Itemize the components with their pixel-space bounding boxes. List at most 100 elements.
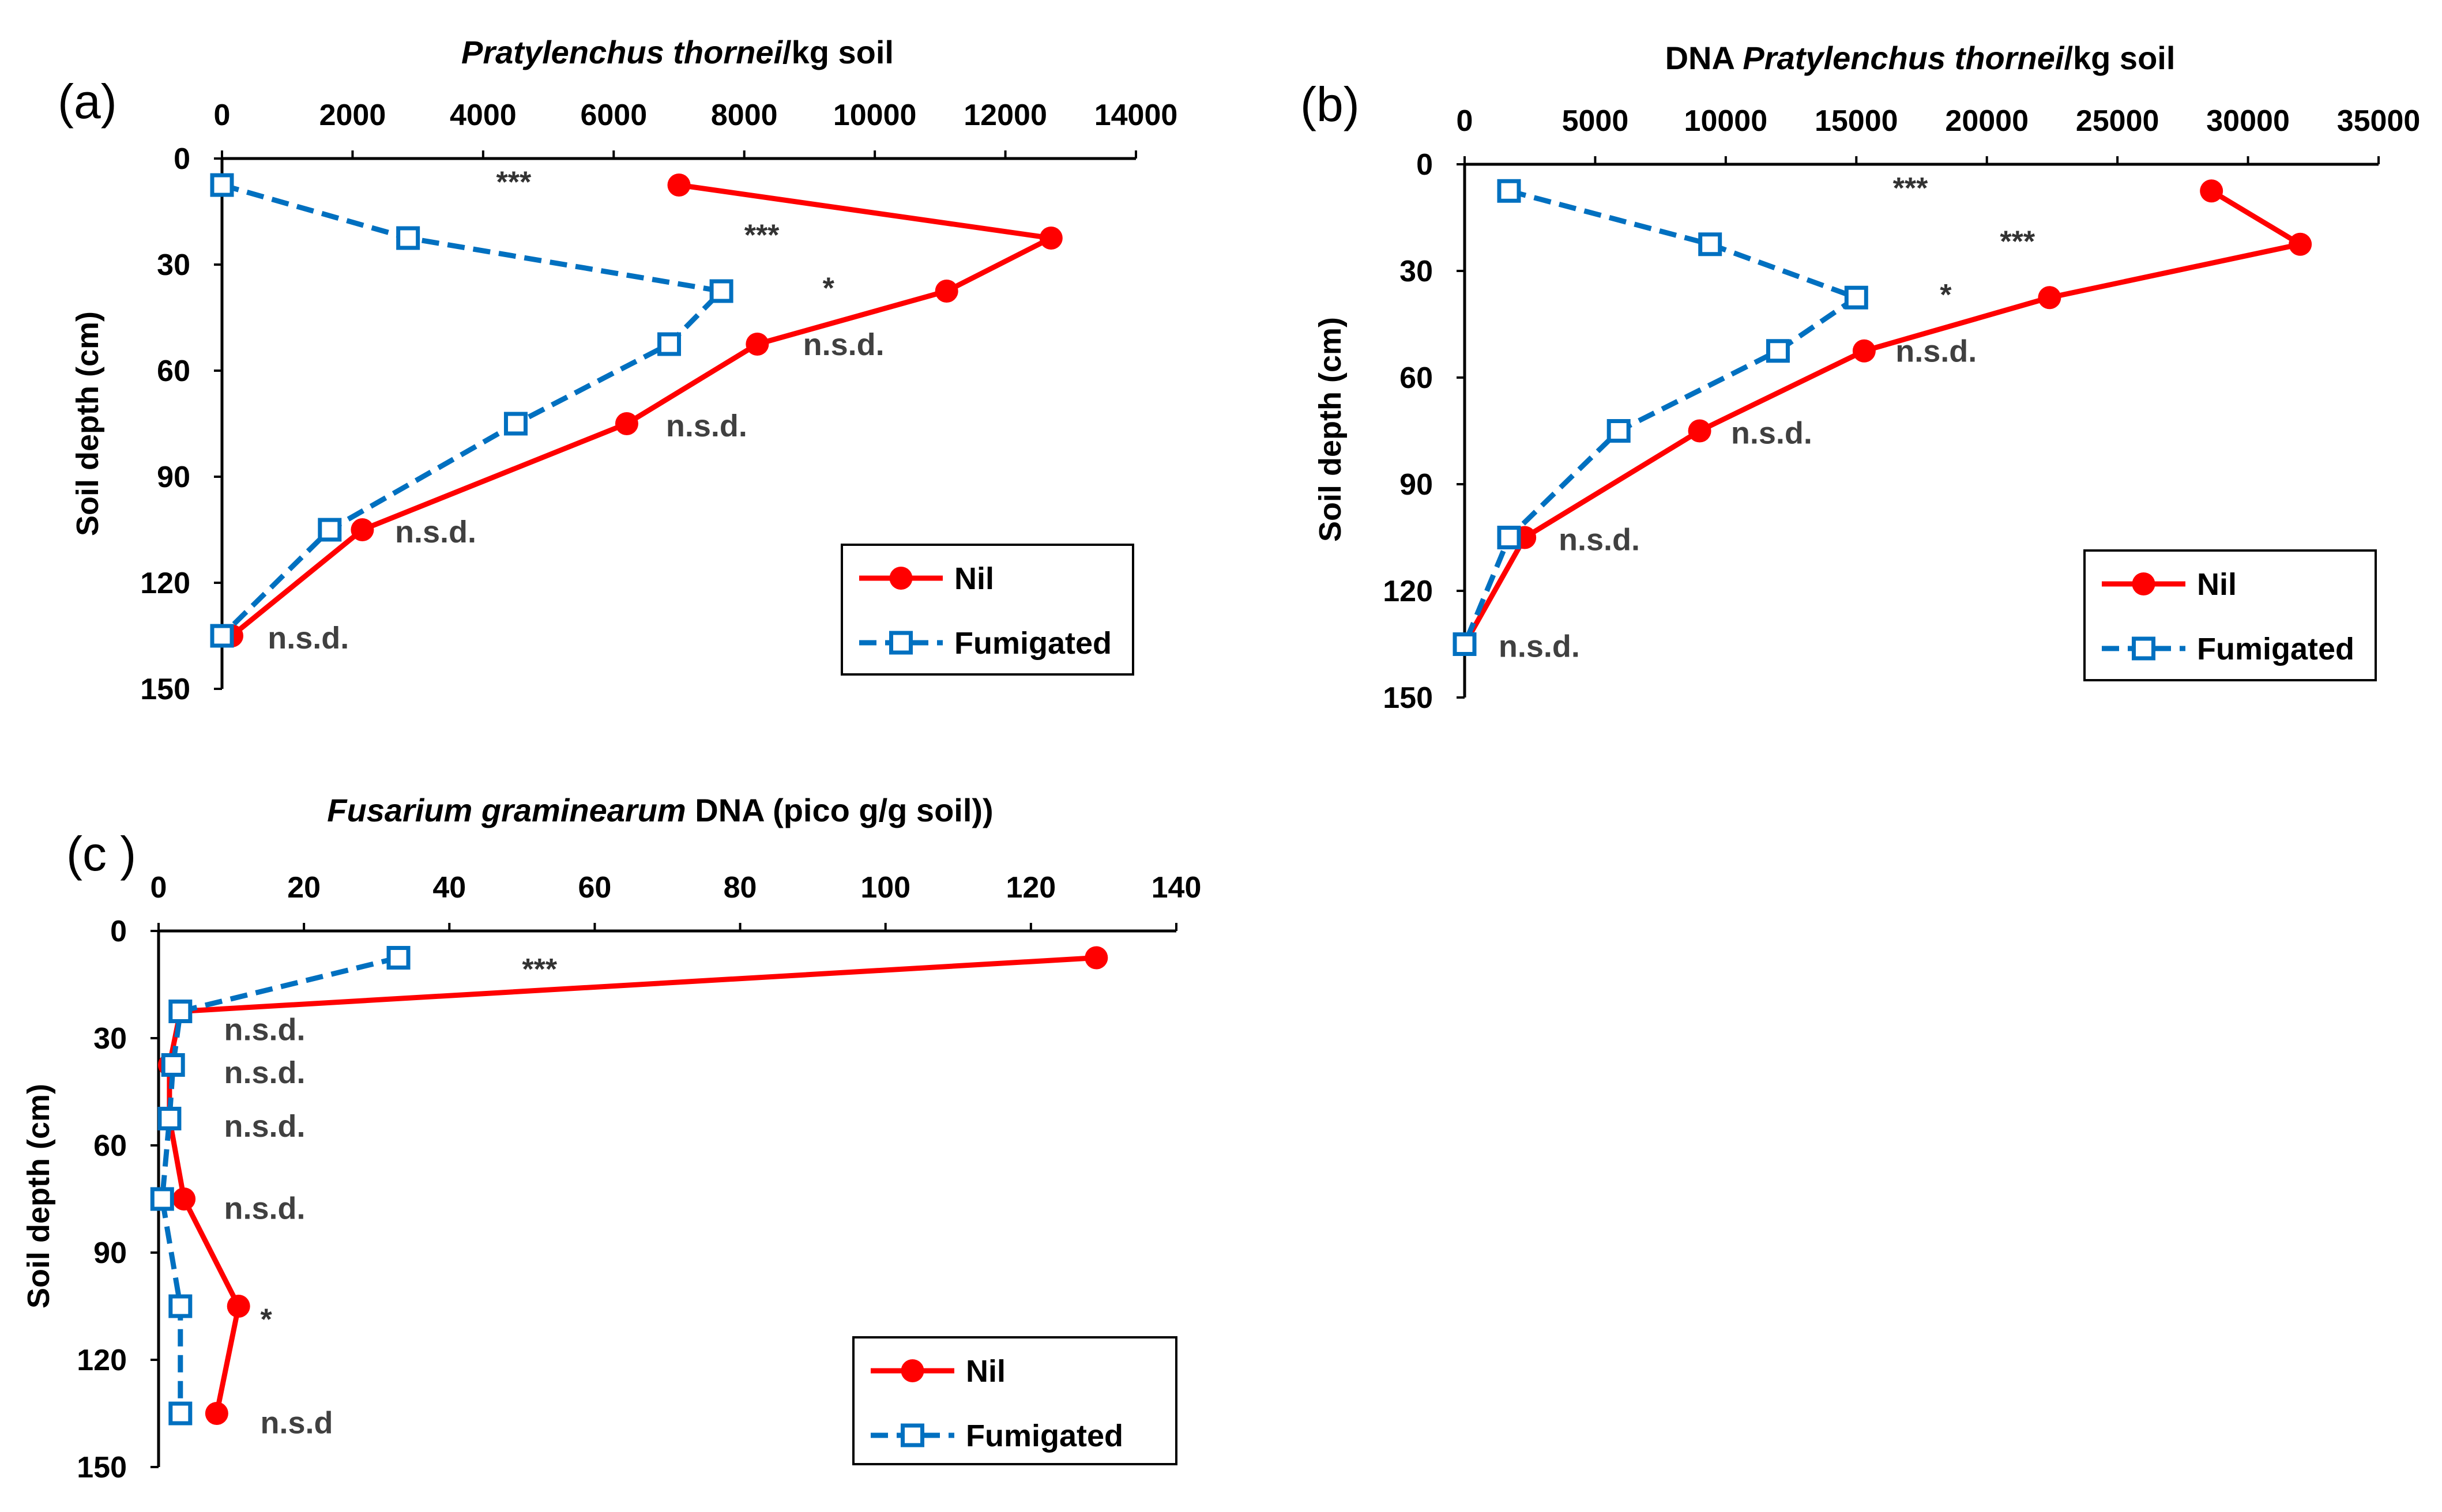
panel-a-x-tick-label: 12000 (964, 99, 1047, 132)
panel-b-series-fumigated-point (1844, 285, 1868, 310)
panel-a-series-fumigated-point (210, 173, 234, 197)
panel-c-series-fumigated (150, 946, 411, 1426)
panel-a-legend: Nil Fumigated (841, 544, 1134, 676)
panel-b-annotation: * (1940, 278, 1952, 312)
panel-a-y-label: Soil depth (cm) (70, 311, 105, 536)
panel-c-series-fumigated-point (168, 1294, 193, 1318)
panel-c-annotation: n.s.d. (224, 1191, 305, 1226)
panel-a-legend-fumigated-marker (889, 631, 913, 655)
panel-b-x-tick-label: 20000 (1945, 104, 2029, 138)
panel-c-annotation: * (261, 1303, 273, 1336)
panel-a-series-nil-point (1039, 227, 1063, 250)
panel-a-x-tick-label: 6000 (580, 99, 647, 132)
panel-a-series-nil (220, 174, 1063, 647)
panel-c-x-tick-label: 20 (287, 871, 321, 904)
panel-c-y-tick-label: 150 (77, 1451, 127, 1484)
panel-c-y-tick-label: 0 (110, 915, 127, 948)
panel-a: (a) Pratylenchus thornei/kg soil Soil dept… (58, 34, 1177, 706)
panel-a-legend-fumigated-label: Fumigated (954, 626, 1112, 661)
panel-a-annotation: n.s.d. (268, 621, 349, 655)
panel-c-x-tick-label: 140 (1152, 871, 1202, 904)
panel-a-y-tick-label: 120 (140, 567, 190, 600)
panel-b-legend: Nil Fumigated (2083, 549, 2377, 681)
panel-c-title-part-1: DNA (pico g/g soil)) (686, 792, 994, 828)
panel-c-title: Fusarium graminearum DNA (pico g/g soil)… (327, 792, 993, 828)
panel-b-series-fumigated-point (1453, 632, 1477, 656)
panel-b-annotation: n.s.d. (1731, 416, 1812, 451)
panel-b-series-fumigated-point (1766, 339, 1790, 363)
panel-a-y-tick-label: 90 (157, 461, 190, 494)
panel-c-series-fumigated-point (168, 1000, 193, 1023)
panel-a-series-fumigated-point (503, 412, 528, 436)
panel-a-series-nil-point (615, 412, 638, 435)
panel-c-legend-fumigated-marker (901, 1423, 924, 1447)
panel-b-annotation: n.s.d. (1499, 629, 1580, 664)
panel-a-series-fumigated (210, 173, 733, 648)
panel-b-title-part-2: /kg soil (2064, 40, 2175, 76)
panel-b-series-nil-point (2289, 232, 2312, 256)
panel-c-series-nil-point (227, 1295, 250, 1318)
panel-a-x-tick-label: 8000 (711, 99, 778, 132)
panel-a-x-tick-label: 2000 (319, 99, 386, 132)
panel-a-series-fumigated-point (709, 279, 733, 303)
panel-c-x-tick-label: 60 (578, 871, 612, 904)
panel-a-y-tick-label: 30 (157, 248, 190, 282)
panel-b-x-tick-label: 25000 (2076, 104, 2159, 138)
panel-a-y-tick-label: 150 (140, 673, 190, 706)
panel-c-series-fumigated-point (161, 1053, 185, 1077)
panel-c-legend-fumigated-label: Fumigated (966, 1419, 1123, 1453)
panel-c-series-fumigated-point (168, 1401, 193, 1426)
panel-c-y-tick-label: 120 (77, 1344, 127, 1377)
panel-a-series-nil-point (935, 280, 958, 303)
panel-b-y-tick-label: 30 (1399, 255, 1433, 288)
panel-b-series-fumigated (1453, 179, 1868, 656)
panel-b-title: DNA Pratylenchus thornei/kg soil (1665, 40, 2176, 76)
panel-b-series-fumigated-point (1606, 419, 1631, 443)
panel-a-series-fumigated-point (210, 624, 234, 648)
panel-b-x-tick-label: 5000 (1562, 104, 1629, 138)
panel-c-series-fumigated-point (150, 1187, 174, 1211)
panel-b-annotation: *** (1893, 172, 1928, 205)
panel-a-annotation: n.s.d. (395, 515, 476, 549)
panel-a-title: Pratylenchus thornei/kg soil (461, 34, 894, 70)
panel-a-x-tick-label: 0 (214, 99, 231, 132)
panel-a-annotation: * (823, 272, 835, 306)
panel-c-series-nil-point (1085, 946, 1108, 970)
panel-a-series-fumigated-point (396, 226, 420, 250)
panel-c-y-tick-label: 60 (93, 1129, 127, 1163)
panel-b-y-label: Soil depth (cm) (1313, 317, 1348, 542)
panel-b-title-part-0: DNA (1665, 40, 1743, 76)
panel-b-y-tick-label: 150 (1383, 681, 1433, 715)
panel-c-x-tick-label: 120 (1006, 871, 1056, 904)
panel-a-annotation: *** (744, 219, 780, 252)
panel-a-series-nil-point (667, 174, 691, 197)
panel-b-y-tick-label: 0 (1416, 148, 1433, 182)
panel-c-series-fumigated-point (386, 946, 411, 970)
panel-c-y-tick-label: 90 (93, 1236, 127, 1270)
panel-a-x-tick-label: 14000 (1094, 99, 1178, 132)
panel-c-x-tick-label: 80 (724, 871, 757, 904)
panel-b-annotation: *** (2000, 225, 2035, 258)
panel-a-x-tick-label: 4000 (450, 99, 517, 132)
panel-a-y-tick-label: 60 (157, 355, 190, 388)
panel-a-series-fumigated-point (657, 332, 682, 356)
panel-c-annotation: n.s.d. (224, 1055, 305, 1090)
panel-b-x-tick-label: 35000 (2337, 104, 2421, 138)
panel-b-letter: (b) (1300, 77, 1360, 131)
panel-b-title-part-1: Pratylenchus thornei (1743, 40, 2064, 76)
panel-c-x-tick-label: 100 (860, 871, 910, 904)
panel-b-x-tick-label: 30000 (2206, 104, 2290, 138)
panel-c-series-fumigated-point (157, 1107, 182, 1130)
panel-a-legend-nil-label: Nil (954, 561, 994, 596)
panel-a-title-part-1: /kg soil (782, 34, 894, 70)
panel-c-annotation: n.s.d. (224, 1109, 305, 1144)
panel-a-x-tick-label: 10000 (833, 99, 917, 132)
panel-c-y-tick-label: 30 (93, 1022, 127, 1055)
panel-b-legend-fumigated-marker (2132, 636, 2155, 661)
panel-b-series-fumigated-point (1497, 179, 1521, 203)
panel-b-x-tick-label: 15000 (1815, 104, 1898, 138)
panel-c-annotation: n.s.d. (224, 1012, 305, 1047)
panel-b-y-tick-label: 90 (1399, 468, 1433, 502)
panel-b-y-tick-label: 60 (1399, 361, 1433, 395)
panel-c-annotation: n.s.d (261, 1405, 333, 1440)
